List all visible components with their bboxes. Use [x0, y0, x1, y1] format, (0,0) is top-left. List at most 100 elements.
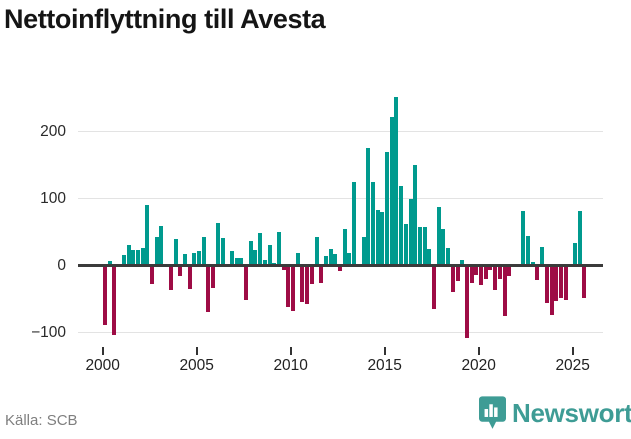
bar	[535, 265, 540, 281]
zero-axis-line	[78, 264, 603, 267]
bar	[211, 265, 216, 289]
x-axis-label: 2015	[367, 357, 402, 374]
bar	[319, 265, 324, 283]
bar	[154, 236, 159, 266]
bar	[479, 265, 483, 285]
bar	[234, 257, 239, 266]
bar	[389, 116, 394, 266]
bar	[244, 265, 248, 300]
bar	[286, 265, 291, 307]
bar	[540, 246, 545, 266]
newsworthy-wordmark: Newsworthy	[512, 398, 631, 428]
bar	[258, 233, 263, 266]
bar	[441, 228, 446, 266]
bar	[267, 244, 272, 266]
bar	[436, 206, 441, 266]
bar	[361, 237, 366, 266]
x-axis-tick	[383, 347, 386, 355]
y-axis-label: −100	[31, 323, 66, 341]
bar	[413, 165, 418, 266]
y-axis-label: 100	[40, 189, 66, 207]
bar	[450, 265, 455, 293]
bar	[342, 228, 347, 266]
chart-title: Nettoinflyttning till Avesta	[4, 4, 326, 34]
bar	[483, 265, 488, 279]
bar	[323, 256, 328, 266]
bar	[215, 222, 220, 266]
x-axis-label: 2010	[273, 357, 308, 374]
bar	[563, 265, 568, 300]
bar	[488, 265, 493, 270]
bar	[573, 243, 577, 266]
bar	[201, 237, 206, 266]
bar	[305, 265, 310, 304]
bar	[229, 251, 234, 266]
bar	[521, 211, 526, 266]
bar	[417, 226, 422, 266]
y-axis-label: 200	[40, 122, 66, 140]
bar	[530, 261, 535, 266]
bar	[291, 265, 295, 312]
bar	[502, 265, 507, 316]
bar	[497, 265, 502, 279]
bar	[107, 260, 112, 266]
bar	[262, 259, 267, 266]
bar	[460, 259, 465, 266]
bar	[103, 265, 107, 325]
bar	[112, 265, 117, 335]
bar	[126, 245, 131, 266]
bar	[427, 248, 432, 266]
bar	[493, 265, 498, 291]
bar	[239, 257, 244, 266]
x-axis-tick	[289, 347, 292, 355]
bar	[276, 232, 281, 266]
bar	[197, 251, 201, 266]
bar	[140, 248, 145, 266]
bar	[220, 238, 225, 266]
bar	[370, 181, 375, 266]
gridline	[78, 131, 603, 132]
bar	[455, 265, 460, 281]
x-axis-tick	[101, 347, 104, 355]
x-axis-label: 2025	[555, 357, 590, 374]
bar	[145, 205, 150, 266]
bar	[446, 248, 451, 266]
x-axis-tick	[195, 347, 198, 355]
x-axis-label: 2005	[179, 357, 214, 374]
newsworthy-logo: Newsworthy	[479, 395, 631, 431]
y-axis-label: 0	[57, 256, 66, 274]
bar	[352, 181, 357, 266]
bar	[309, 265, 314, 285]
bar	[432, 265, 436, 310]
bar	[192, 252, 197, 266]
bar	[399, 186, 404, 266]
x-axis-tick	[477, 347, 480, 355]
bar	[131, 250, 136, 266]
bar	[422, 226, 427, 266]
bar	[554, 265, 559, 301]
bar	[121, 255, 126, 266]
bar	[380, 211, 385, 266]
gridline	[78, 198, 603, 199]
bar	[507, 265, 512, 276]
bar	[281, 265, 286, 270]
bar	[347, 252, 352, 266]
bar	[206, 265, 211, 313]
bar	[474, 265, 479, 275]
bar	[544, 265, 549, 303]
bar	[408, 198, 413, 266]
bar	[558, 265, 563, 299]
bar	[394, 96, 399, 266]
x-axis-tick	[571, 347, 574, 355]
bar	[526, 236, 530, 266]
bar	[248, 241, 253, 266]
bar	[150, 265, 154, 285]
bar	[403, 224, 408, 266]
bar	[469, 265, 474, 283]
bar	[135, 250, 140, 266]
bar-chart-badge-icon	[479, 396, 506, 429]
x-axis-label: 2020	[461, 357, 496, 374]
bar	[300, 265, 305, 303]
